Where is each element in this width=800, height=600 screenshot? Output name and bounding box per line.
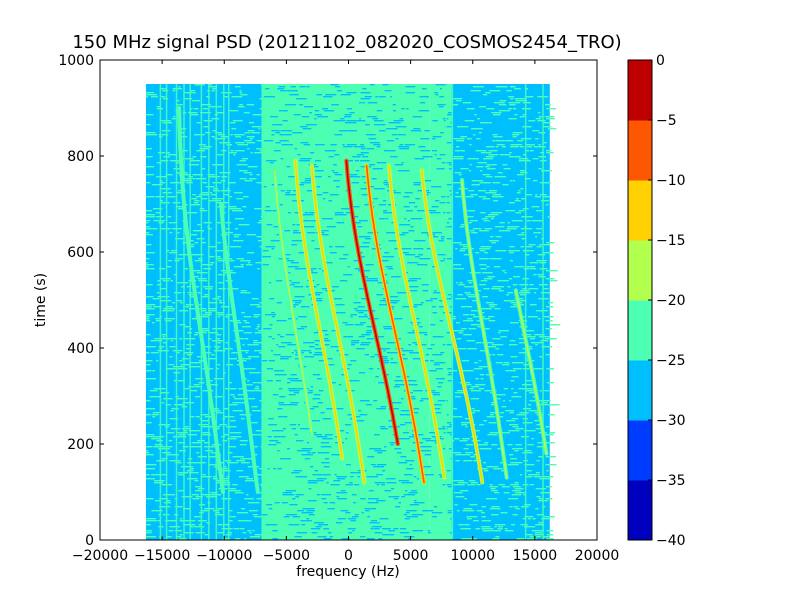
colorbar-segment [628,60,652,121]
x-tick-label: 0 [344,548,353,564]
colorbar-segment [628,180,652,241]
y-axis-label: time (s) [33,273,49,327]
x-tick-label: −20000 [72,548,128,564]
signal-trace [513,288,549,456]
colorbar-tick-label: −10 [656,173,686,189]
colorbar-segment [628,300,652,361]
vertical-stripe [208,84,210,540]
colorbar-tick-label: −20 [656,293,686,309]
signal-trace [364,163,426,485]
vertical-stripe [165,84,168,540]
x-axis: −20000 −15000 −10000 −5000 0 5000 10000 15000 20… [72,60,619,564]
colorbar-segment [628,420,652,481]
colorbar-segment [628,240,652,301]
x-axis-label: frequency (Hz) [296,564,399,580]
x-tick-label: 5000 [393,548,429,564]
colorbar-tick-label: −15 [656,233,686,249]
colorbar-segment [628,480,652,541]
vertical-stripe [200,84,203,540]
colorbar-tick-label: −40 [656,533,686,549]
vertical-stripe [223,84,225,540]
signal-trace [419,168,485,485]
signal-trace [309,163,367,485]
x-tick-label: 15000 [513,548,558,564]
vertical-stripe [451,84,454,540]
x-tick-label: −10000 [196,548,252,564]
colorbar-tick-label: −30 [656,413,686,429]
chart-title: 150 MHz signal PSD (20121102_082020_COSM… [72,32,621,53]
vertical-stripe [159,84,162,540]
y-tick-label: 800 [67,149,94,165]
colorbar-tick-label: −5 [656,113,677,129]
signal-trace [219,202,260,494]
y-tick-label: 400 [67,341,94,357]
y-tick-label: 600 [67,245,94,261]
y-tick-label: 1000 [58,53,94,69]
signal-trace [293,158,345,461]
colorbar-segment [628,120,652,181]
vertical-stripe [189,84,191,540]
vertical-stripe [183,84,185,540]
background-band [451,84,550,540]
y-tick-label: 0 [85,533,94,549]
colorbar-tick-label: 0 [656,53,665,69]
vertical-stripe [227,84,230,540]
y-axis: 0 200 400 600 800 1000 [58,53,597,549]
vertical-stripe [215,84,218,540]
x-tick-label: −15000 [134,548,190,564]
colorbar: 0 −5 −10 −15 −20 −25 −30 −35 −40 [627,53,686,549]
x-tick-label: 20000 [575,548,620,564]
vertical-stripe [524,84,527,540]
x-tick-label: 10000 [450,548,495,564]
y-tick-label: 200 [67,437,94,453]
signal-trace [460,178,509,480]
x-tick-label: −5000 [263,548,310,564]
colorbar-segment [628,360,652,421]
colorbar-tick-label: −25 [656,353,686,369]
vertical-stripe [175,84,178,540]
colorbar-tick-label: −35 [656,473,686,489]
signal-trace [387,163,447,480]
signal-trace [344,158,400,446]
heatmap [145,84,561,540]
signal-trace [272,168,314,437]
signal-trace [177,106,225,494]
vertical-stripe [542,84,544,540]
